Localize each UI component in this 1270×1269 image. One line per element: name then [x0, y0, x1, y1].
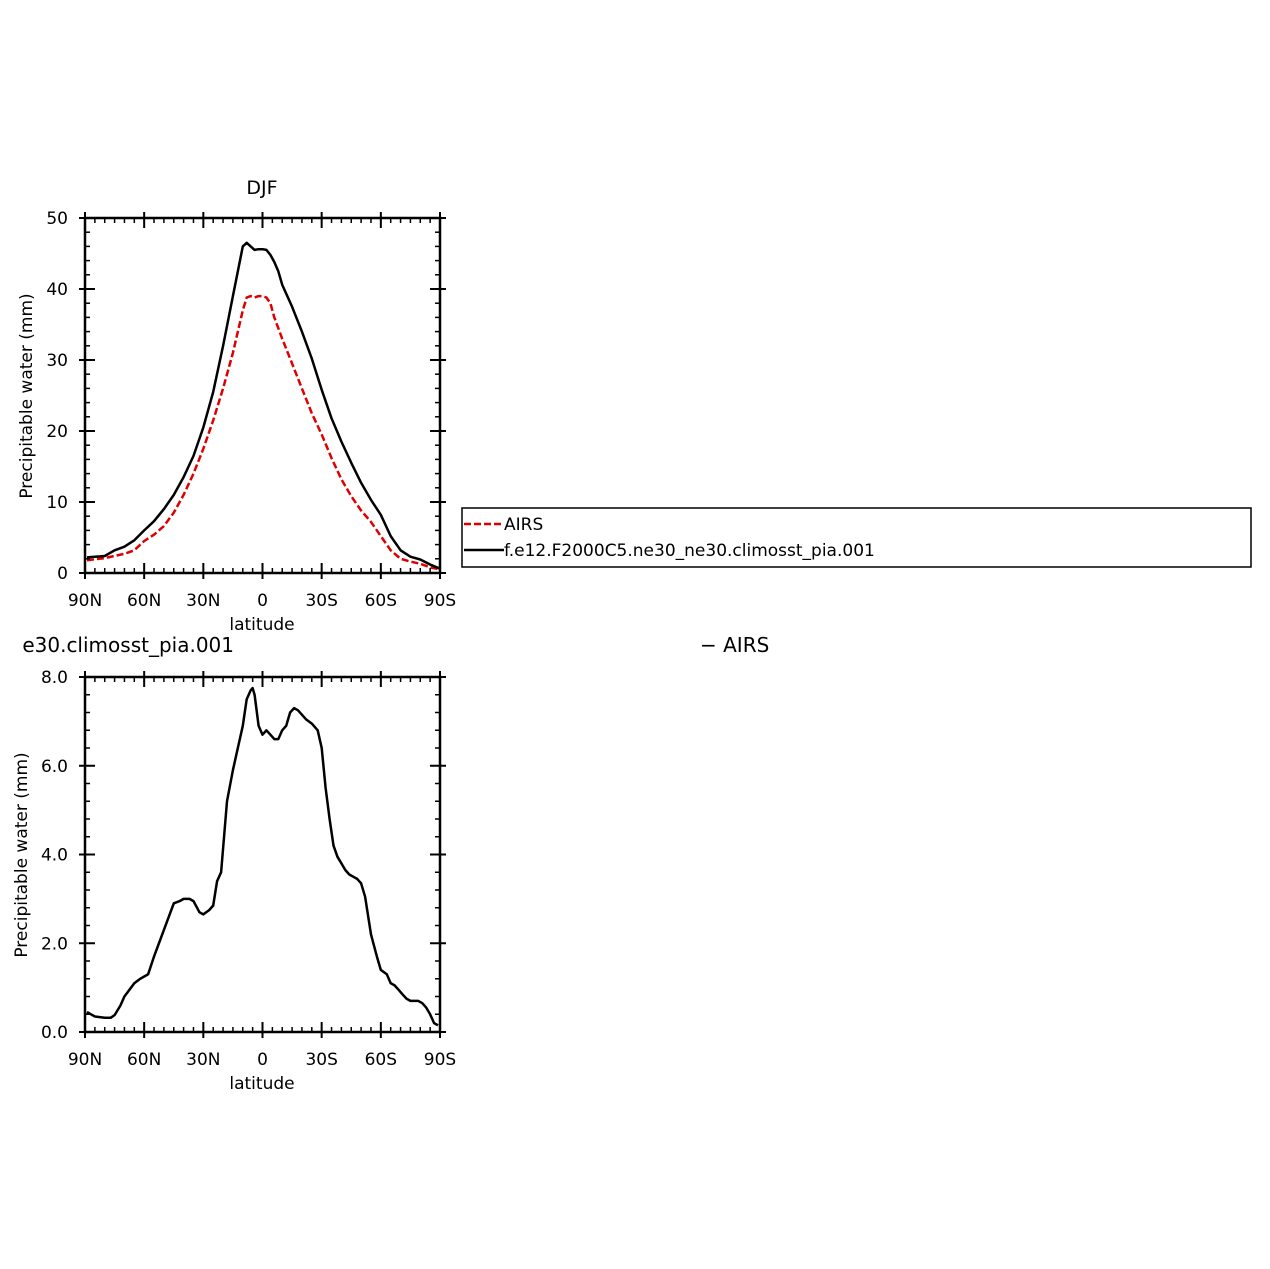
x-tick-label: 90N	[68, 591, 102, 611]
x-tick-label: 60S	[365, 591, 397, 611]
legend-box	[461, 507, 1252, 568]
panel-difference: e30.climosst_pia.001 − AIRS 90N 60N 30N 0 30…	[12, 633, 769, 1094]
panel1-title: DJF	[246, 177, 277, 199]
legend-label-model: f.e12.F2000C5.ne30_ne30.climosst_pia.001	[504, 541, 875, 561]
x-tick-label: 30N	[186, 591, 220, 611]
series-line-airs	[86, 294, 441, 571]
x-tick-label: 90N	[68, 1050, 102, 1070]
x-tick-label: 60S	[365, 1050, 397, 1070]
x-tick-label: 0	[257, 1050, 268, 1070]
x-tick-label: 0	[257, 591, 268, 611]
panel2-series-group	[86, 686, 439, 1027]
panel2-y-axis-label: Precipitable water (mm)	[12, 752, 32, 957]
y-tick-label: 40	[46, 280, 68, 300]
y-tick-label: 20	[46, 422, 68, 442]
y-tick-label: 8.0	[41, 668, 68, 688]
panel1-x-axis-label: latitude	[229, 615, 294, 635]
x-tick-label: 30S	[305, 1050, 337, 1070]
x-tick-label: 90S	[424, 591, 456, 611]
y-tick-label: 0.0	[41, 1023, 68, 1043]
y-tick-label: 0	[57, 564, 68, 584]
panel1-y-axis-label: Precipitable water (mm)	[17, 293, 37, 498]
y-tick-label: 30	[46, 351, 68, 371]
legend: AIRS f.e12.F2000C5.ne30_ne30.climosst_pi…	[461, 507, 1252, 568]
x-tick-label: 60N	[127, 1050, 161, 1070]
series-line-model	[86, 241, 441, 570]
panel2-title-right: − AIRS	[700, 633, 769, 657]
panel-djf: DJF 90N 60N 30N 0 30S 60S 90S 0 10 20 30 40 50 latit…	[17, 177, 1252, 635]
y-tick-label: 10	[46, 493, 68, 513]
x-tick-label: 60N	[127, 591, 161, 611]
panel2-x-axis-label: latitude	[229, 1074, 294, 1094]
series-line-difference	[86, 686, 439, 1027]
x-tick-label: 90S	[424, 1050, 456, 1070]
legend-label-airs: AIRS	[504, 515, 543, 535]
panel2-ticks-group: 90N 60N 30N 0 30S 60S 90S 0.0 2.0 4.0 6.0 8.0	[41, 668, 456, 1070]
y-tick-label: 6.0	[41, 757, 68, 777]
x-tick-label: 30N	[186, 1050, 220, 1070]
x-tick-label: 30S	[305, 591, 337, 611]
y-tick-label: 2.0	[41, 934, 68, 954]
y-tick-label: 50	[46, 209, 68, 229]
panel1-series-group	[86, 241, 441, 571]
y-tick-label: 4.0	[41, 846, 68, 866]
panel2-title-left: e30.climosst_pia.001	[22, 633, 234, 657]
panel1-plot-frame	[83, 216, 442, 575]
panel1-ticks-group: 90N 60N 30N 0 30S 60S 90S 0 10 20 30 40 50	[46, 209, 456, 611]
